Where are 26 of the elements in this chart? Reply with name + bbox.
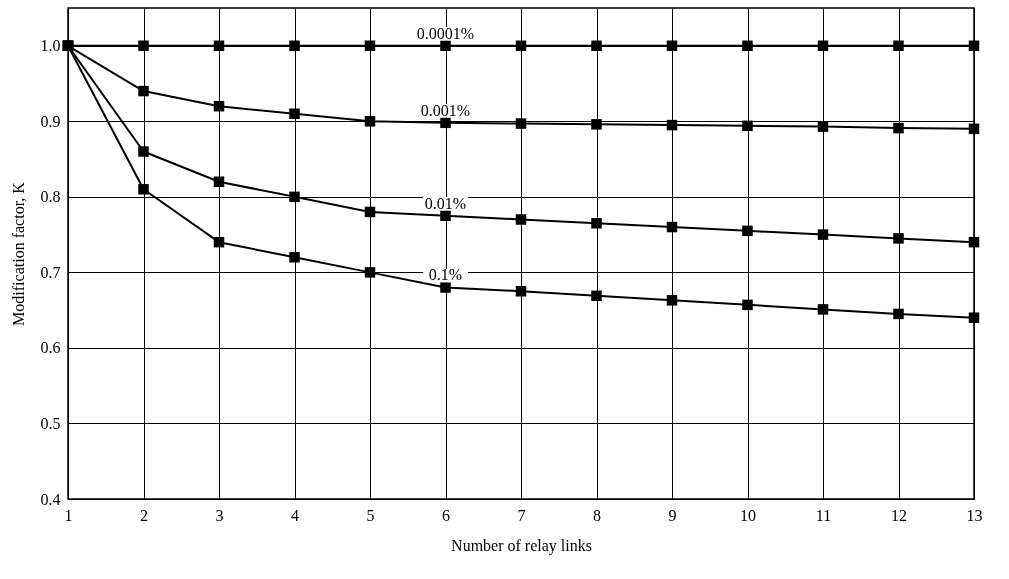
x-tick-label: 3 [215, 506, 224, 524]
x-tick-label: 10 [740, 506, 756, 524]
x-tick-label: 2 [140, 506, 148, 524]
y-tick-label: 0.7 [40, 263, 61, 281]
y-axis-title: Modification factor, K [9, 181, 27, 326]
x-tick-label: 11 [815, 506, 832, 524]
x-axis-title: Number of relay links [451, 536, 592, 555]
series-label: 0.01% [424, 194, 467, 212]
series-label: 0.1% [428, 266, 463, 284]
y-tick-label: 0.9 [40, 112, 61, 130]
series-label: 0.001% [420, 101, 471, 119]
x-tick-label: 6 [442, 506, 450, 524]
y-tick-label: 1.0 [40, 37, 61, 55]
x-tick-label: 5 [366, 506, 375, 524]
x-tick-label: 12 [891, 506, 907, 524]
series-label: 0.0001% [416, 24, 475, 42]
x-tick-label: 8 [593, 506, 601, 524]
x-tick-label: 13 [966, 506, 983, 524]
y-tick-label: 0.4 [40, 490, 61, 508]
y-tick-label: 0.8 [40, 188, 61, 206]
y-tick-label: 0.6 [40, 339, 61, 357]
x-tick-label: 7 [517, 506, 526, 524]
x-tick-label: 4 [291, 506, 299, 524]
y-tick-label: 0.5 [40, 414, 61, 432]
x-tick-label: 1 [64, 506, 73, 524]
x-tick-label: 9 [668, 506, 677, 524]
